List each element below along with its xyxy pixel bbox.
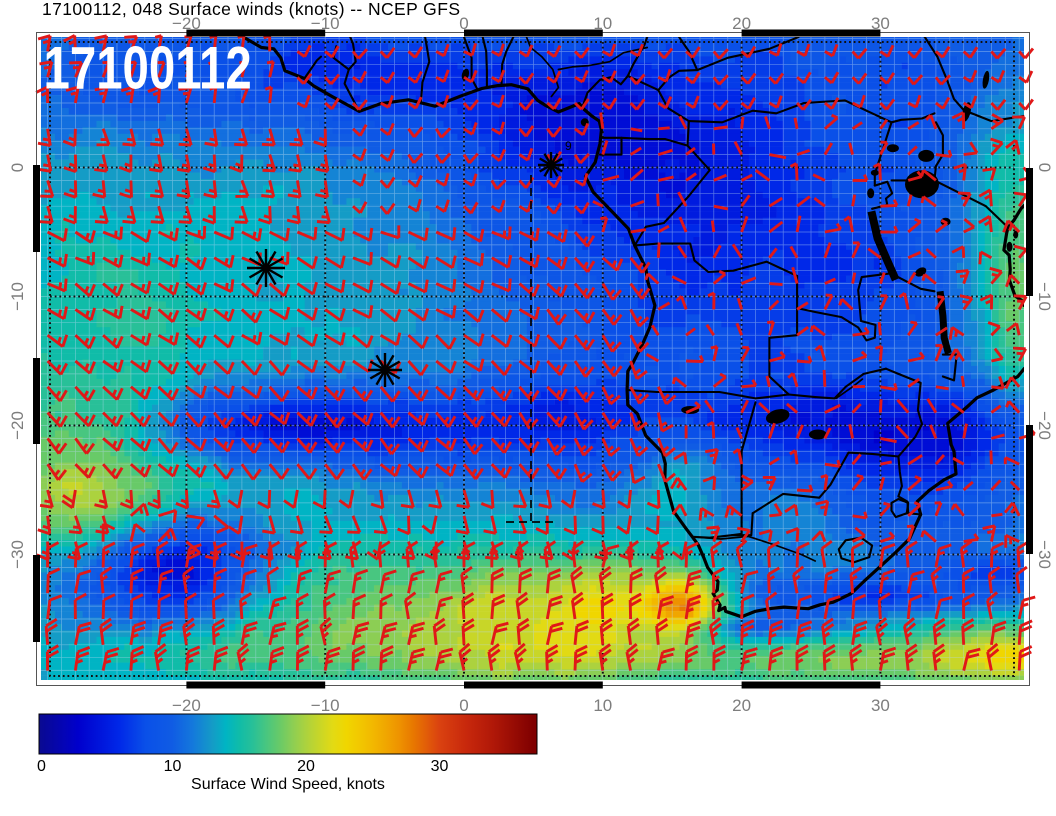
svg-text:10: 10	[164, 758, 182, 775]
svg-text:Surface Wind Speed, knots: Surface Wind Speed, knots	[191, 776, 385, 793]
svg-text:−30: −30	[8, 540, 27, 569]
svg-text:0: 0	[37, 758, 46, 775]
svg-text:−10: −10	[311, 696, 340, 715]
svg-text:0: 0	[459, 14, 468, 33]
svg-text:0: 0	[459, 696, 468, 715]
svg-text:−20: −20	[1035, 411, 1054, 440]
svg-text:17100112, 048 Surface winds (k: 17100112, 048 Surface winds (knots) -- N…	[42, 0, 460, 19]
svg-text:−20: −20	[172, 14, 201, 33]
svg-text:−30: −30	[1035, 540, 1054, 569]
svg-text:9: 9	[565, 139, 572, 153]
svg-text:30: 30	[871, 14, 890, 33]
svg-text:−10: −10	[311, 14, 340, 33]
svg-text:30: 30	[431, 758, 449, 775]
svg-text:0: 0	[8, 163, 27, 172]
svg-text:−10: −10	[8, 282, 27, 311]
svg-text:17100112: 17100112	[44, 35, 252, 102]
svg-text:20: 20	[732, 14, 751, 33]
svg-text:10: 10	[593, 696, 612, 715]
svg-text:20: 20	[732, 696, 751, 715]
svg-text:30: 30	[871, 696, 890, 715]
svg-text:−10: −10	[1035, 282, 1054, 311]
svg-text:10: 10	[593, 14, 612, 33]
svg-text:−20: −20	[172, 696, 201, 715]
svg-text:−20: −20	[8, 411, 27, 440]
svg-text:0: 0	[1035, 163, 1054, 172]
svg-text:20: 20	[297, 758, 315, 775]
